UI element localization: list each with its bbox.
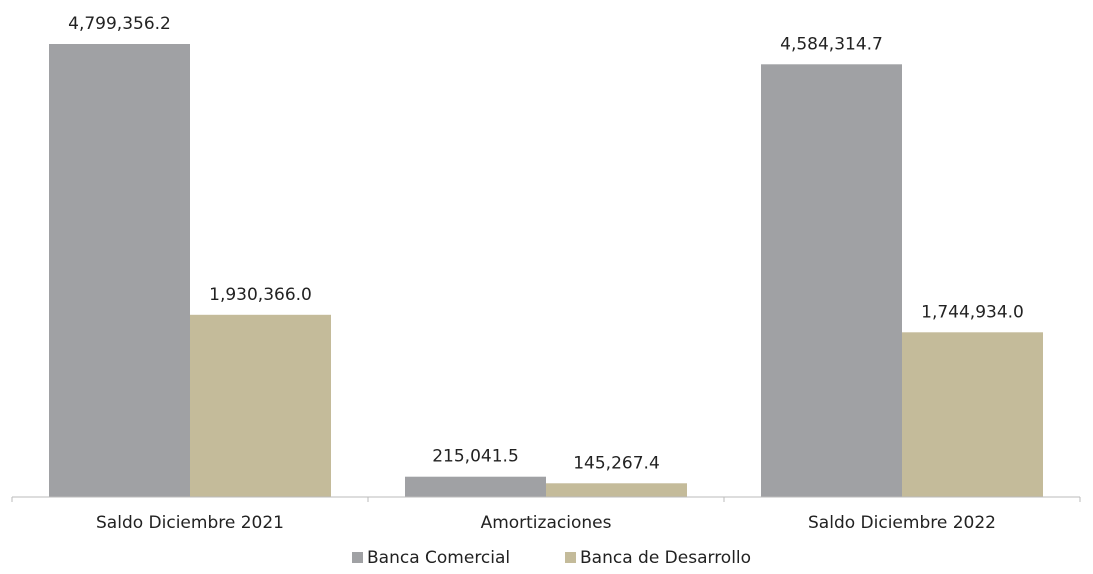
legend-swatch — [352, 552, 363, 563]
value-label: 1,930,366.0 — [209, 285, 312, 305]
legend-label: Banca de Desarrollo — [580, 548, 751, 568]
x-tick-label: Amortizaciones — [481, 513, 612, 533]
bar — [49, 44, 190, 497]
value-label: 215,041.5 — [432, 447, 519, 467]
bar — [190, 314, 331, 497]
bar — [546, 483, 687, 497]
bar — [405, 476, 546, 497]
value-label: 4,584,314.7 — [780, 34, 883, 54]
bar — [761, 64, 902, 497]
x-tick-label: Saldo Diciembre 2021 — [96, 513, 284, 533]
value-label: 145,267.4 — [573, 453, 660, 473]
legend-swatch — [565, 552, 576, 563]
legend-label: Banca Comercial — [367, 548, 510, 568]
bar — [902, 332, 1043, 497]
value-label: 4,799,356.2 — [68, 14, 171, 34]
x-tick-label: Saldo Diciembre 2022 — [808, 513, 996, 533]
value-label: 1,744,934.0 — [921, 302, 1024, 322]
